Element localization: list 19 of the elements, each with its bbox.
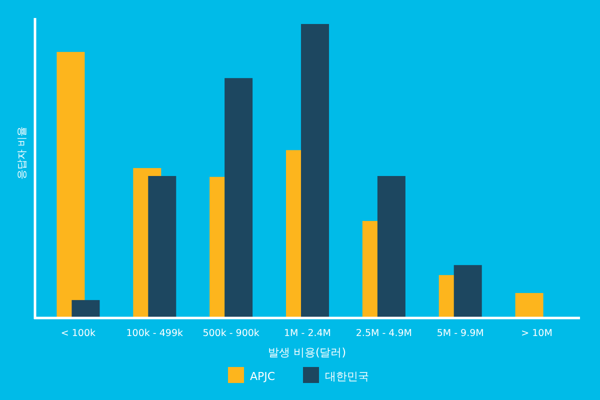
- bar: [148, 176, 176, 318]
- bar: [301, 24, 329, 318]
- x-tick-label: 100k - 499k: [126, 328, 184, 339]
- legend-label: APJC: [250, 370, 276, 383]
- bar: [515, 293, 544, 318]
- x-tick-label: 2.5M - 4.9M: [356, 328, 412, 339]
- bar: [224, 78, 253, 318]
- bar: [454, 265, 482, 318]
- x-tick-label: 5M - 9.9M: [436, 328, 484, 339]
- x-tick-label: > 10M: [521, 328, 552, 339]
- bar: [72, 300, 100, 318]
- x-tick-label: 500k - 900k: [202, 328, 260, 339]
- bar: [377, 176, 406, 318]
- bar: [56, 52, 85, 318]
- y-axis-title: 응답자 비율: [17, 126, 28, 180]
- legend-label: 대한민국: [325, 370, 369, 383]
- x-tick-label: < 100k: [60, 328, 96, 339]
- x-tick-label: 1M - 2.4M: [284, 328, 332, 339]
- x-axis-title: 발생 비용(달러): [268, 346, 346, 359]
